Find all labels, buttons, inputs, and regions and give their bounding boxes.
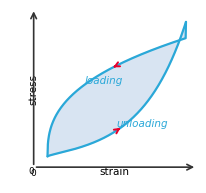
Text: 0: 0 bbox=[28, 167, 34, 176]
Text: unloading: unloading bbox=[117, 119, 168, 129]
Text: 0: 0 bbox=[31, 169, 36, 178]
Text: stress: stress bbox=[29, 74, 39, 105]
Text: strain: strain bbox=[99, 167, 129, 177]
Polygon shape bbox=[48, 22, 186, 156]
Text: loading: loading bbox=[85, 76, 123, 86]
